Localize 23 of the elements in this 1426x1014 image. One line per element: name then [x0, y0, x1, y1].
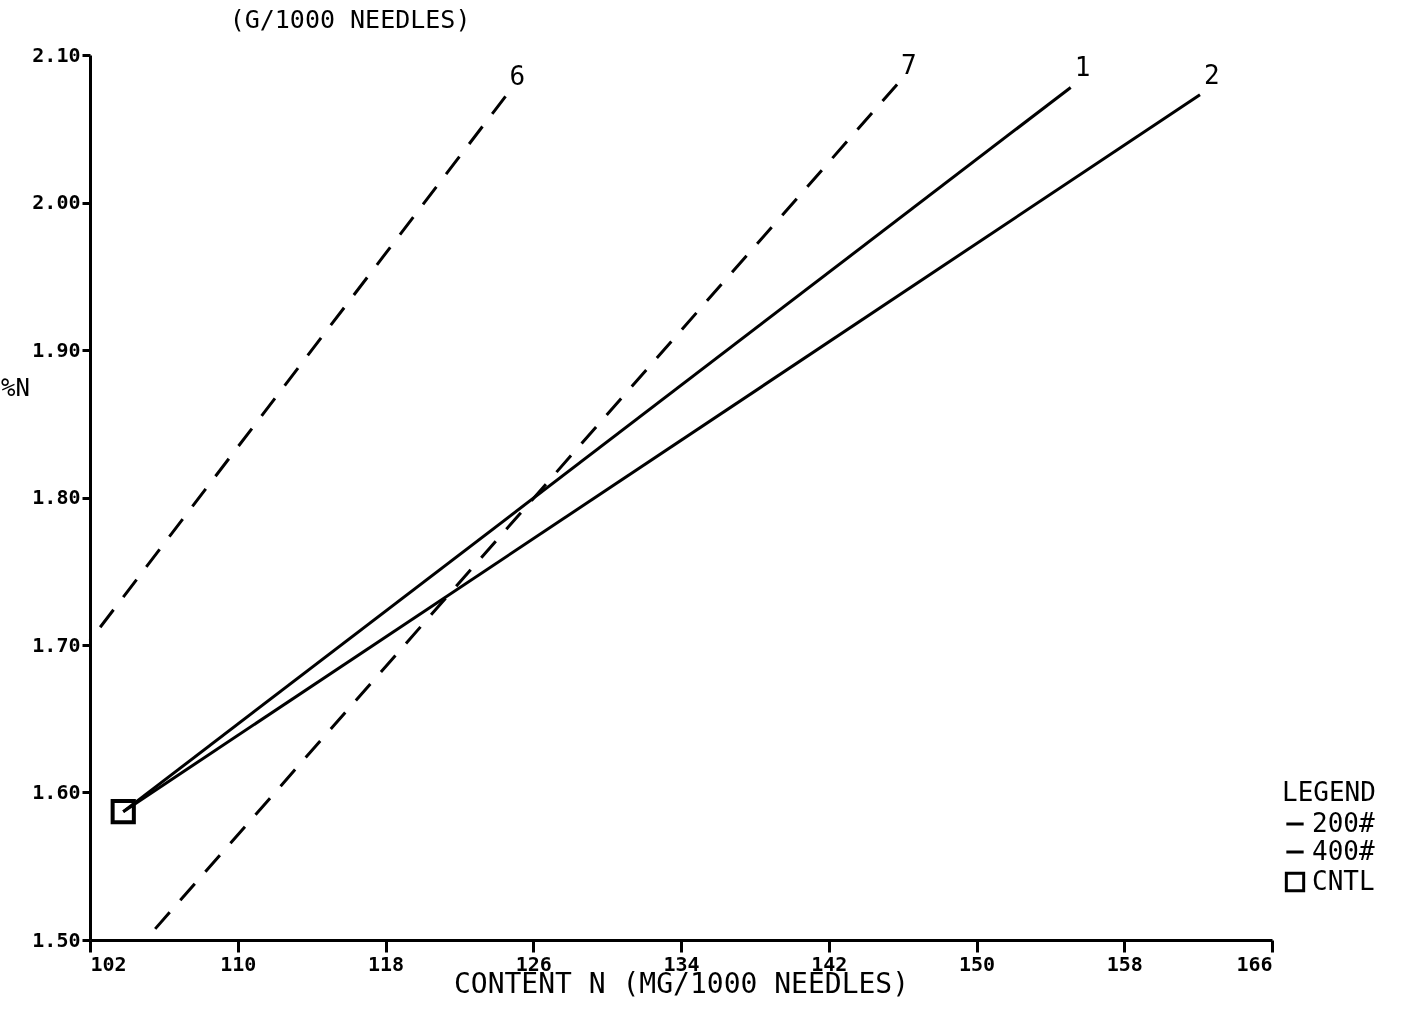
y-axis-title: %N — [1, 373, 30, 402]
annotation: 7 — [901, 49, 917, 80]
legend-title: LEGEND — [1282, 777, 1376, 807]
x-tick-label: 158 — [1106, 951, 1143, 976]
y-tick-label: 1.60 — [32, 780, 81, 804]
x-tick-label: 118 — [367, 951, 405, 976]
y-tick-label: 1.70 — [32, 632, 81, 657]
annotation: 2 — [1203, 59, 1220, 90]
x-tick-label: 102 — [90, 951, 127, 976]
y-tick-label: 2.00 — [32, 190, 81, 214]
legend-label: 400# — [1312, 836, 1375, 866]
y-tick-label: 1.80 — [32, 485, 81, 509]
y-tick-label: 1.90 — [32, 337, 81, 362]
legend-label: CNTL — [1312, 866, 1375, 896]
annotation: 6 — [509, 61, 526, 92]
x-tick-label: 110 — [220, 951, 257, 976]
x-tick-label: 166 — [1236, 951, 1273, 976]
y-tick-label: 2.10 — [32, 42, 81, 67]
y-tick-label: 1.50 — [32, 927, 81, 952]
legend-label: 200# — [1312, 808, 1375, 838]
x-tick-label: 150 — [958, 951, 996, 976]
annotation: 1 — [1074, 52, 1091, 83]
text: (G/1000 NEEDLES) — [229, 5, 471, 34]
